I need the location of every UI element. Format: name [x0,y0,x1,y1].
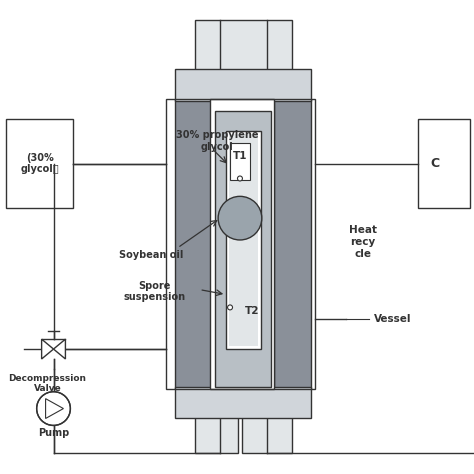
Text: (30%
glycol）: (30% glycol） [20,153,59,174]
Text: 30% propylene
glycol: 30% propylene glycol [176,130,258,152]
Bar [230,143,250,181]
Text: Vessel: Vessel [374,314,411,324]
Bar [229,134,258,346]
Bar [165,99,315,389]
Bar [242,417,292,453]
Bar [419,119,470,208]
Bar [174,99,212,389]
Text: Heat
recy
cle: Heat recy cle [349,225,377,258]
Bar [6,119,73,208]
Text: C: C [431,157,440,170]
Polygon shape [46,399,64,419]
Bar [226,131,261,349]
Bar [215,111,271,387]
Text: Pump: Pump [38,428,69,438]
Text: T1: T1 [233,151,247,161]
Bar [174,69,311,101]
Text: Spore
suspension: Spore suspension [124,281,186,302]
Text: Soybean oil: Soybean oil [118,250,183,260]
Bar [210,99,273,389]
Polygon shape [42,339,54,359]
Circle shape [36,392,70,426]
Bar [195,20,292,72]
Text: Decompression
Valve: Decompression Valve [9,374,87,393]
Circle shape [237,176,242,181]
Bar [195,417,238,453]
Text: T2: T2 [245,306,259,316]
Bar [174,387,311,419]
Circle shape [228,305,233,310]
Polygon shape [54,339,65,359]
Circle shape [218,196,262,240]
Bar [273,99,311,389]
